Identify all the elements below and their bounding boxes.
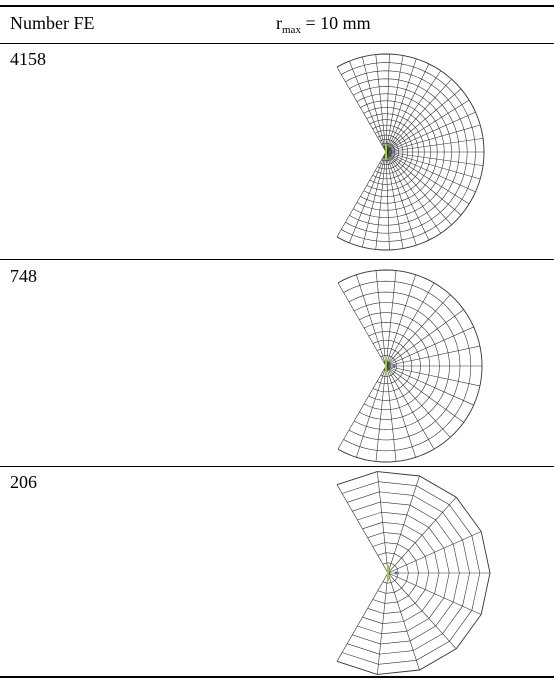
mesh-spoke xyxy=(336,484,389,574)
mesh-spoke xyxy=(385,282,435,367)
row-count-3: 206 xyxy=(10,472,37,492)
mesh-spoke xyxy=(385,294,451,367)
mesh-spoke xyxy=(385,151,417,246)
mesh-spoke xyxy=(385,365,480,387)
mesh-spoke xyxy=(356,274,387,367)
mesh-spoke xyxy=(387,531,482,574)
mesh-spoke xyxy=(387,496,457,574)
mesh-spoke xyxy=(385,365,416,458)
mesh-spoke xyxy=(385,345,480,367)
mesh-spoke xyxy=(385,111,476,153)
fe-mesh-figure-fine xyxy=(336,53,485,251)
mesh-spoke xyxy=(385,151,390,250)
mesh-spoke xyxy=(385,58,417,153)
header-rmax: rmax = 10 mm xyxy=(276,13,371,36)
table-bottom-rule xyxy=(0,676,554,678)
table-top-rule xyxy=(0,5,554,7)
mesh-spoke xyxy=(385,151,470,205)
mesh-spoke xyxy=(356,365,387,458)
mesh-spoke xyxy=(385,138,484,153)
rmax-subscript: max xyxy=(282,24,301,36)
mesh-spoke xyxy=(385,151,476,193)
mesh-spoke xyxy=(387,572,457,650)
crack-tip-node xyxy=(394,571,398,575)
mesh-spoke xyxy=(385,55,404,153)
mesh-spoke xyxy=(385,54,390,153)
mesh-spoke xyxy=(385,309,464,367)
mesh-spoke xyxy=(385,365,397,462)
mesh-spoke xyxy=(385,151,452,226)
mesh-spoke xyxy=(385,270,397,367)
mesh-spoke xyxy=(375,270,387,367)
mesh-spoke xyxy=(349,151,387,243)
mesh-spoke xyxy=(385,326,474,367)
fe-mesh-figure-medium xyxy=(337,269,483,463)
mesh-spoke xyxy=(385,151,484,166)
mesh-spoke xyxy=(336,151,387,238)
mesh-spoke xyxy=(337,282,387,367)
mesh-spoke xyxy=(349,61,387,153)
row-count-2: 748 xyxy=(10,266,37,286)
mesh-spoke xyxy=(385,151,404,249)
header-number-fe: Number FE xyxy=(10,13,95,33)
mesh-spoke xyxy=(385,151,481,180)
row-divider-1 xyxy=(0,259,554,260)
mesh-spoke xyxy=(377,572,389,675)
mesh-spoke xyxy=(385,63,430,153)
mesh-spoke xyxy=(387,475,420,574)
mesh-spoke xyxy=(385,99,470,153)
mesh-spoke xyxy=(385,151,462,216)
mesh-spoke xyxy=(385,365,451,438)
rmax-symbol: r xyxy=(276,13,282,33)
mesh-spoke xyxy=(385,151,430,241)
mesh-spoke xyxy=(385,365,435,450)
mesh-spoke xyxy=(375,365,387,462)
mesh-spoke xyxy=(385,88,462,153)
crack-tip-node xyxy=(392,150,396,154)
mesh-spoke xyxy=(361,151,387,248)
mesh-spoke xyxy=(387,572,482,615)
mesh-spoke xyxy=(385,70,442,153)
mesh-spoke xyxy=(385,365,474,406)
row-count-1: 4158 xyxy=(10,49,46,69)
fe-mesh-figure-coarse xyxy=(336,471,491,675)
mesh-spoke xyxy=(337,365,387,450)
mesh-spoke xyxy=(385,365,464,423)
crack-tip-node xyxy=(392,364,396,368)
mesh-spoke xyxy=(375,151,387,250)
mesh-spoke xyxy=(385,124,481,153)
table-header-rule xyxy=(0,43,554,44)
mesh-spoke xyxy=(375,54,387,153)
mesh-spoke xyxy=(387,572,420,671)
rmax-value: = 10 mm xyxy=(300,13,371,33)
mesh-spoke xyxy=(336,66,387,153)
mesh-spoke xyxy=(385,151,442,234)
mesh-spoke xyxy=(361,56,387,153)
mesh-spoke xyxy=(385,78,452,153)
mesh-spoke xyxy=(385,274,416,367)
mesh-spoke xyxy=(336,572,389,662)
mesh-spoke xyxy=(377,471,389,574)
row-divider-2 xyxy=(0,466,554,467)
